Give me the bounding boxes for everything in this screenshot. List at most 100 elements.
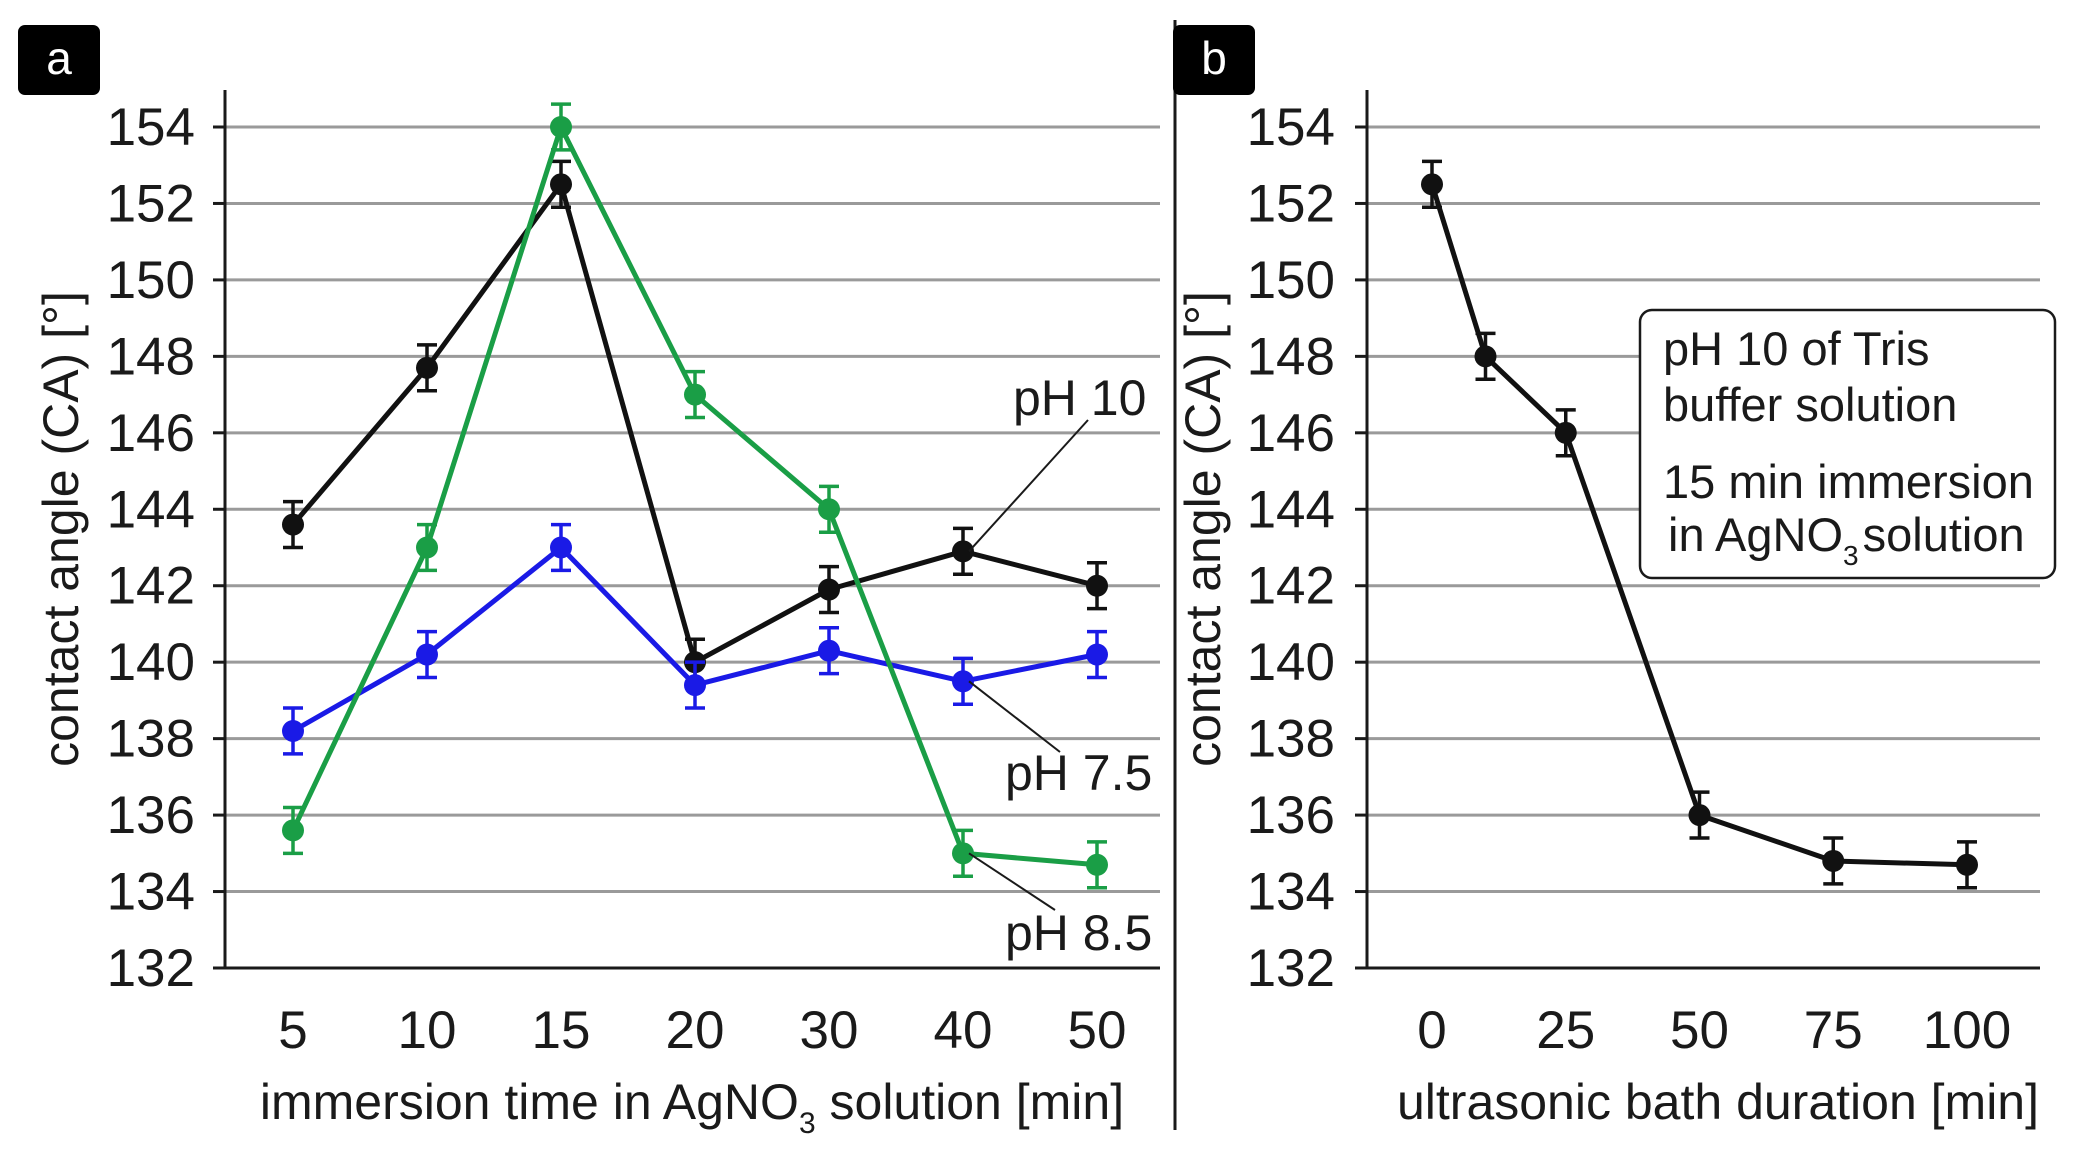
annotation-leader-line bbox=[968, 680, 1061, 753]
panel-a-badge-label: a bbox=[46, 32, 72, 84]
panel-b-y-ticks: 132 134 136 138 140 142 144 146 148 150 152 154 bbox=[1247, 98, 1367, 998]
x-tick-label: 10 bbox=[398, 1001, 457, 1060]
info-box-line-4: in AgNO3solution bbox=[1668, 508, 2025, 571]
data-point bbox=[416, 536, 438, 559]
panel-a-badge bbox=[18, 25, 100, 95]
panel-a-x-ticks: 5 10 15 20 30 40 50 bbox=[278, 1001, 1126, 1060]
y-tick-label: 146 bbox=[1247, 404, 1335, 463]
panel-a-x-axis-label: immersion time in AgNO3 solution [min] bbox=[260, 1074, 1124, 1140]
panel-b-badge-label: b bbox=[1201, 32, 1227, 84]
y-tick-label: 134 bbox=[1247, 863, 1335, 922]
info-box-line-2: buffer solution bbox=[1663, 378, 1957, 431]
x-tick-label: 75 bbox=[1804, 1001, 1863, 1060]
data-point bbox=[282, 719, 304, 742]
y-tick-label: 144 bbox=[107, 480, 195, 539]
series-line bbox=[291, 181, 1098, 665]
data-point bbox=[416, 356, 438, 379]
y-tick-label: 134 bbox=[107, 863, 195, 922]
x-tick-label: 50 bbox=[1670, 1001, 1729, 1060]
panel-a-x-axis-label-pre: immersion time in AgNO bbox=[260, 1074, 799, 1130]
panel-b-info-box-frame bbox=[1638, 308, 2057, 580]
data-point bbox=[952, 842, 974, 865]
panel-b-x-ticks: 0 25 50 75 100 bbox=[1417, 1001, 2011, 1060]
x-tick-label: 50 bbox=[1068, 1001, 1127, 1060]
y-tick-label: 138 bbox=[1247, 710, 1335, 769]
y-tick-label: 146 bbox=[107, 404, 195, 463]
info-box-line-1: pH 10 of Tris bbox=[1663, 322, 1929, 375]
annotation-label: pH 10 bbox=[1013, 370, 1146, 426]
series-0 bbox=[1421, 159, 1978, 890]
y-tick-label: 132 bbox=[107, 939, 195, 998]
x-tick-label: 5 bbox=[278, 1001, 307, 1060]
y-tick-label: 132 bbox=[1247, 939, 1335, 998]
series-2 bbox=[282, 102, 1108, 890]
x-tick-label: 40 bbox=[934, 1001, 993, 1060]
data-point bbox=[1086, 643, 1108, 666]
panel-a-x-axis-label-post: solution [min] bbox=[816, 1074, 1124, 1130]
data-point bbox=[282, 819, 304, 842]
annotation-leader-line bbox=[968, 419, 1089, 552]
data-point bbox=[416, 643, 438, 666]
data-point bbox=[952, 670, 974, 693]
data-point bbox=[952, 540, 974, 563]
annotation-leader-line bbox=[968, 852, 1056, 911]
info-box-line-4-post: solution bbox=[1863, 508, 2025, 561]
data-point bbox=[818, 578, 840, 601]
panel-b-info-box: pH 10 of Tris buffer solution 15 min imm… bbox=[1638, 308, 2057, 580]
y-tick-label: 152 bbox=[1247, 174, 1335, 233]
x-tick-label: 25 bbox=[1536, 1001, 1595, 1060]
y-tick-label: 142 bbox=[1247, 557, 1335, 616]
data-point bbox=[684, 674, 706, 697]
series-1 bbox=[282, 522, 1108, 756]
y-tick-label: 138 bbox=[107, 710, 195, 769]
y-tick-label: 144 bbox=[1247, 480, 1335, 539]
data-point bbox=[1421, 173, 1443, 196]
data-point bbox=[1688, 804, 1711, 827]
panel-a-y-axis-label: contact angle (CA) [°] bbox=[33, 291, 89, 767]
series-line bbox=[1429, 183, 1968, 868]
panel-b-y-axis-label: contact angle (CA) [°] bbox=[1175, 291, 1231, 767]
data-point bbox=[1086, 853, 1108, 876]
y-tick-label: 150 bbox=[107, 251, 195, 310]
data-point bbox=[1956, 853, 1978, 876]
panel-a-y-ticks: 132 134 136 138 140 142 144 146 148 150 152 154 bbox=[107, 98, 225, 998]
panel-a: a 132 134 136 138 140 142 144 146 148 150 152 154 5… bbox=[18, 25, 1160, 1140]
data-point bbox=[1822, 849, 1845, 872]
data-point bbox=[818, 498, 840, 521]
x-tick-label: 0 bbox=[1417, 1001, 1446, 1060]
y-tick-label: 150 bbox=[1247, 251, 1335, 310]
data-point bbox=[1474, 345, 1497, 368]
panel-b-series bbox=[1421, 159, 1978, 890]
y-tick-label: 148 bbox=[107, 327, 195, 386]
data-point bbox=[684, 383, 706, 406]
y-tick-label: 136 bbox=[107, 786, 195, 845]
y-tick-label: 154 bbox=[107, 98, 195, 157]
annotation-label: pH 7.5 bbox=[1005, 745, 1152, 801]
y-tick-label: 140 bbox=[1247, 633, 1335, 692]
series-0 bbox=[282, 159, 1108, 687]
data-point bbox=[282, 513, 304, 536]
data-point bbox=[550, 116, 572, 138]
series-line bbox=[290, 124, 1098, 868]
annotation-label: pH 8.5 bbox=[1005, 905, 1152, 961]
info-box-line-3: 15 min immersion bbox=[1663, 455, 2034, 508]
data-point bbox=[1086, 574, 1108, 597]
panel-a-annotations: pH 10 pH 7.5 pH 8.5 bbox=[968, 370, 1152, 961]
x-tick-label: 100 bbox=[1923, 1001, 2011, 1060]
y-tick-label: 142 bbox=[107, 557, 195, 616]
x-tick-label: 15 bbox=[532, 1001, 591, 1060]
data-point bbox=[818, 639, 840, 662]
y-tick-label: 148 bbox=[1247, 327, 1335, 386]
data-point bbox=[1554, 421, 1577, 444]
y-tick-label: 152 bbox=[107, 174, 195, 233]
y-tick-label: 140 bbox=[107, 633, 195, 692]
panel-a-series bbox=[282, 102, 1108, 890]
panel-a-x-axis-label-sub: 3 bbox=[799, 1107, 816, 1140]
data-point bbox=[550, 536, 572, 559]
info-box-line-4-sub: 3 bbox=[1843, 540, 1859, 571]
panel-b: b 132 134 136 138 140 142 144 146 148 150 152 154 0… bbox=[1173, 25, 2057, 1130]
y-tick-label: 154 bbox=[1247, 98, 1335, 157]
x-tick-label: 30 bbox=[800, 1001, 859, 1060]
data-point bbox=[550, 173, 572, 196]
